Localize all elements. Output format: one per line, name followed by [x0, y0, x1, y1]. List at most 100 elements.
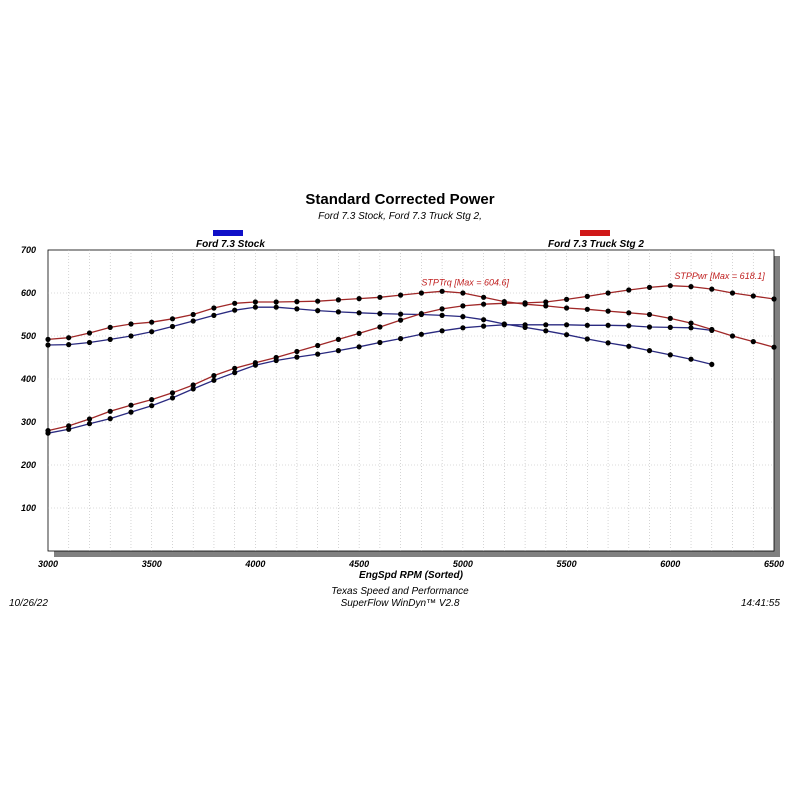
data-point [252, 304, 258, 310]
data-point [377, 294, 383, 300]
data-point [688, 320, 694, 326]
x-tick-label: 6500 [764, 559, 784, 569]
data-point [605, 340, 611, 346]
data-point [232, 365, 238, 371]
data-point [688, 356, 694, 362]
data-point [211, 305, 217, 311]
data-point [398, 292, 404, 298]
x-tick-label: 3000 [38, 559, 58, 569]
data-point [377, 339, 383, 346]
data-point [273, 299, 279, 305]
data-point [335, 336, 341, 342]
data-point [149, 319, 155, 325]
data-point [294, 348, 300, 355]
data-point [750, 293, 756, 299]
data-point [481, 323, 487, 329]
data-point [211, 373, 217, 379]
data-point [252, 299, 258, 305]
data-point [86, 339, 93, 346]
data-point [418, 331, 424, 337]
data-point [169, 390, 176, 396]
x-axis-label: EngSpd RPM (Sorted) [359, 570, 464, 581]
data-point [128, 321, 134, 327]
y-tick-label: 700 [21, 245, 36, 255]
data-point [481, 317, 487, 323]
x-tick-label: 4500 [348, 559, 369, 569]
data-point [86, 416, 93, 422]
data-point [584, 306, 590, 312]
data-point [688, 325, 694, 331]
data-point [460, 325, 466, 331]
data-point [128, 409, 134, 415]
legend-swatch-stock [213, 230, 243, 236]
data-point [522, 300, 528, 306]
series-line-3 [47, 285, 775, 432]
data-point [190, 318, 196, 324]
data-point [190, 382, 196, 388]
data-point [501, 300, 507, 306]
data-point [460, 314, 466, 320]
data-point [543, 328, 549, 334]
data-point [501, 322, 507, 328]
annotation-trq-max: STPTrq [Max = 604.6] [421, 277, 509, 287]
data-point [294, 354, 300, 360]
data-point [107, 336, 113, 342]
data-point [398, 311, 404, 317]
data-point [169, 395, 176, 401]
data-point [564, 322, 570, 328]
data-point [66, 423, 72, 429]
data-point [729, 333, 736, 339]
y-tick-label: 300 [21, 417, 36, 427]
data-point [66, 342, 72, 348]
data-point [45, 342, 51, 348]
data-point [294, 299, 300, 305]
data-point [646, 324, 653, 330]
data-point [66, 335, 72, 341]
data-point [377, 324, 383, 330]
y-tick-label: 600 [21, 288, 36, 298]
data-point [273, 354, 279, 361]
data-point [356, 344, 362, 350]
data-point [543, 299, 549, 305]
data-point [584, 293, 590, 299]
data-point [522, 322, 528, 328]
data-point [149, 397, 155, 403]
y-tick-label: 400 [20, 374, 36, 384]
x-tick-label: 4000 [244, 559, 265, 569]
data-point [564, 296, 570, 302]
data-point [439, 288, 445, 294]
data-point [315, 298, 321, 304]
data-point [252, 360, 258, 366]
data-point [190, 386, 196, 392]
data-point [646, 348, 653, 354]
chart-title: Standard Corrected Power [305, 191, 495, 208]
data-point [646, 284, 653, 290]
data-point [169, 323, 176, 330]
data-point [771, 296, 777, 302]
data-point [543, 303, 549, 309]
data-point [750, 339, 756, 345]
data-point [667, 324, 673, 330]
data-point [709, 326, 715, 333]
x-tick-label: 6000 [660, 559, 680, 569]
data-point [605, 322, 611, 328]
data-point [667, 283, 673, 289]
x-tick-label: 5000 [453, 559, 473, 569]
data-point [439, 328, 445, 334]
data-point [481, 294, 487, 300]
data-point [626, 310, 632, 316]
data-point [460, 290, 466, 296]
data-point [398, 317, 404, 323]
grid [48, 250, 774, 551]
data-point [149, 329, 155, 335]
data-point [439, 306, 445, 312]
data-point [356, 310, 362, 316]
data-point [729, 290, 736, 296]
data-point [294, 306, 300, 312]
legend-swatch-stg2 [580, 230, 610, 236]
y-tick-label: 100 [21, 503, 36, 513]
data-point [335, 309, 341, 315]
data-point [315, 308, 321, 314]
data-point [232, 307, 238, 313]
